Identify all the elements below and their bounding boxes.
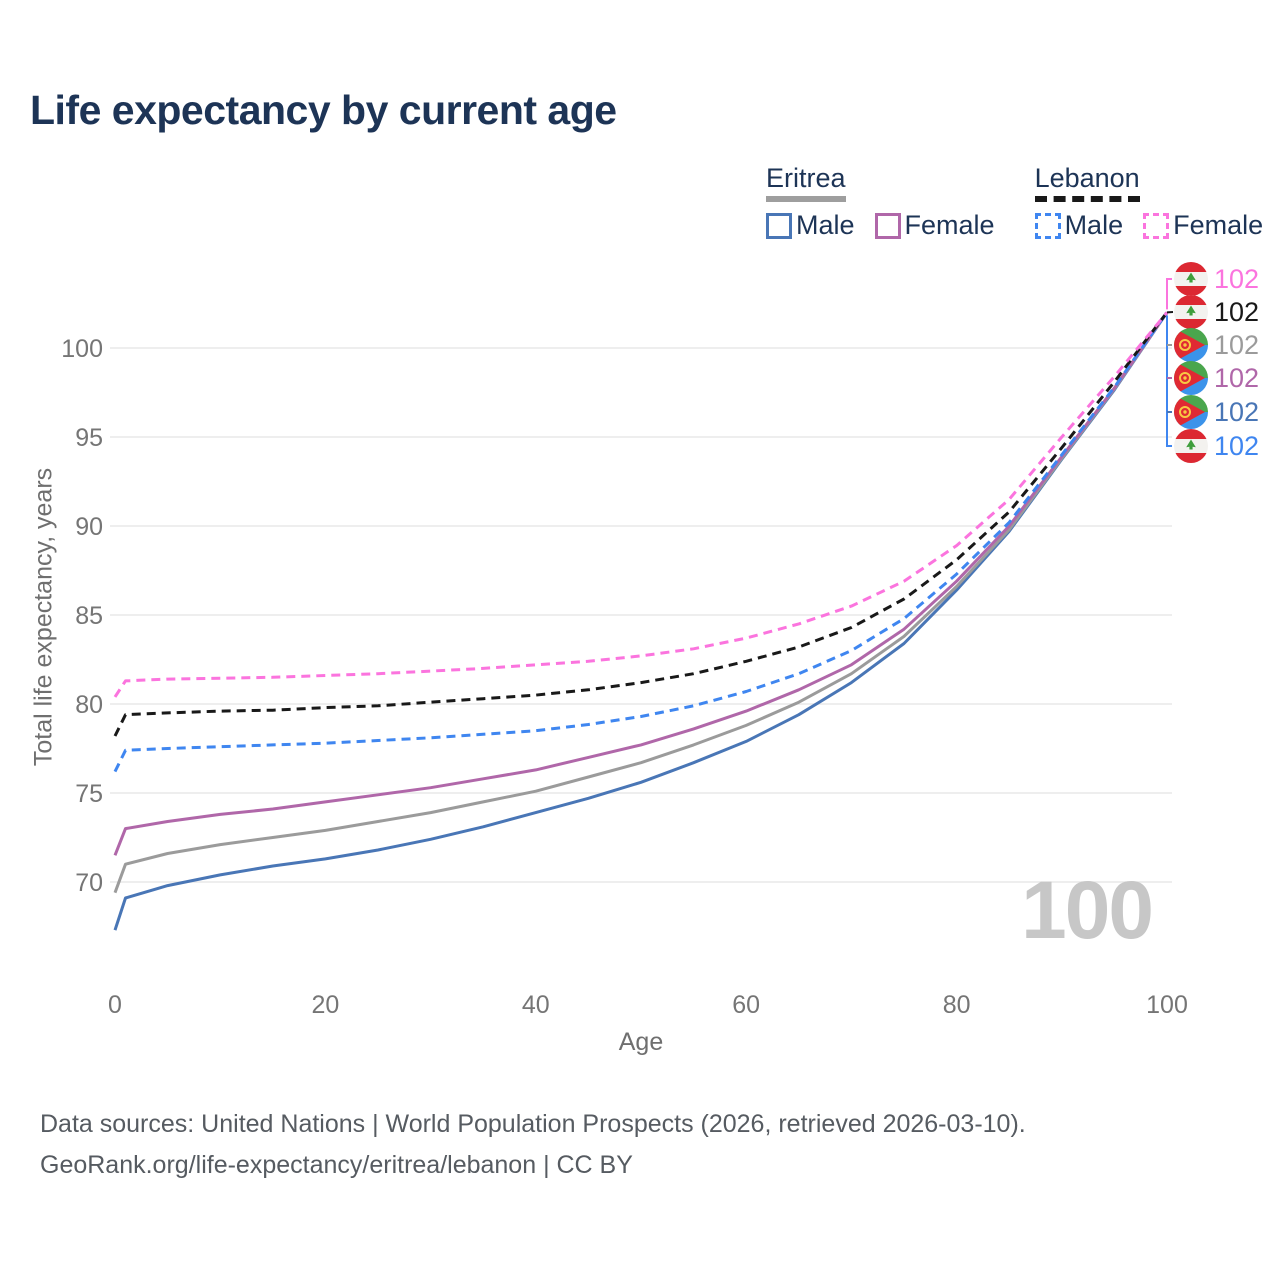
- end-value-label: 102: [1214, 397, 1260, 427]
- legend-items-lebanon: Male Female: [1034, 210, 1263, 241]
- georank-link-text: GeoRank.org/life-expectancy/eritrea/leba…: [40, 1151, 633, 1179]
- end-label-eritrea-female: 102: [1174, 361, 1259, 395]
- x-tick-label: 0: [108, 991, 122, 1019]
- legend-group-lebanon: Lebanon Male Female: [1034, 163, 1263, 241]
- leader-line: [1166, 315, 1172, 447]
- end-label-lebanon-total: 102: [1174, 295, 1259, 329]
- legend-item-label: Male: [796, 210, 855, 240]
- eritrea-flag-icon: [1174, 395, 1208, 429]
- age-watermark: 100: [1021, 865, 1154, 956]
- end-value-label: 102: [1214, 297, 1260, 327]
- swatch-lebanon-male: [1034, 212, 1061, 239]
- x-tick-label: 80: [943, 991, 971, 1019]
- legend-items-eritrea: Male Female: [766, 210, 995, 241]
- swatch-eritrea-male: [766, 212, 792, 239]
- end-label-lebanon-male: 102: [1174, 429, 1259, 463]
- series-line-eritrea-total[interactable]: [113, 311, 1169, 894]
- y-tick-label: 85: [75, 602, 103, 630]
- x-tick-label: 20: [311, 991, 339, 1019]
- y-tick-label: 70: [75, 869, 103, 897]
- lebanon-flag-icon: [1174, 262, 1208, 296]
- y-tick-label: 95: [75, 424, 103, 452]
- y-tick-label: 75: [75, 780, 103, 808]
- eritrea-flag-icon: [1174, 328, 1208, 362]
- y-axis-title: Total life expectancy, years: [29, 467, 58, 767]
- lebanon-flag-icon: [1174, 295, 1208, 329]
- series-line-eritrea-male[interactable]: [113, 311, 1169, 931]
- footer: Data sources: United Nations | World Pop…: [40, 1104, 1026, 1186]
- x-tick-label: 100: [1146, 991, 1188, 1019]
- series-line-lebanon-male[interactable]: [113, 311, 1169, 773]
- legend-item-lebanon-female[interactable]: Female: [1143, 210, 1263, 241]
- lebanon-flag-icon: [1174, 429, 1208, 463]
- x-tick-label: 60: [732, 991, 760, 1019]
- swatch-eritrea-female: [874, 212, 901, 239]
- swatch-lebanon-female: [1143, 212, 1170, 239]
- y-tick-label: 80: [75, 691, 103, 719]
- page-title: Life expectancy by current age: [30, 87, 617, 133]
- end-value-label: 102: [1214, 431, 1260, 461]
- end-value-label: 102: [1214, 330, 1260, 360]
- end-value-label: 102: [1214, 264, 1260, 294]
- data-sources-text: Data sources: United Nations | World Pop…: [40, 1110, 1026, 1138]
- legend-country-eritrea[interactable]: Eritrea: [766, 163, 846, 202]
- end-label-eritrea-male: 102: [1174, 395, 1259, 429]
- x-tick-label: 40: [522, 991, 550, 1019]
- legend-item-label: Male: [1064, 210, 1124, 240]
- legend-item-lebanon-male[interactable]: Male: [1034, 210, 1124, 241]
- legend-item-label: Female: [904, 210, 995, 240]
- series-line-lebanon-female[interactable]: [113, 311, 1169, 698]
- end-value-label: 102: [1214, 363, 1260, 393]
- y-tick-label: 100: [61, 335, 103, 363]
- legend-country-lebanon[interactable]: Lebanon: [1034, 163, 1140, 202]
- end-label-eritrea-total: 102: [1174, 328, 1259, 362]
- leader-line: [1166, 278, 1172, 310]
- legend-group-eritrea: Eritrea Male Female: [766, 163, 995, 241]
- series-line-eritrea-female[interactable]: [113, 311, 1169, 856]
- x-axis-title: Age: [618, 1028, 664, 1056]
- y-tick-label: 90: [75, 513, 103, 541]
- legend-item-eritrea-male[interactable]: Male: [766, 210, 855, 241]
- eritrea-flag-icon: [1174, 361, 1208, 395]
- legend: Eritrea Male Female Lebanon Male: [766, 163, 1263, 241]
- end-label-lebanon-female: 102: [1174, 262, 1259, 296]
- legend-item-label: Female: [1173, 210, 1264, 240]
- legend-item-eritrea-female[interactable]: Female: [874, 210, 995, 241]
- series-line-lebanon-total[interactable]: [113, 311, 1169, 737]
